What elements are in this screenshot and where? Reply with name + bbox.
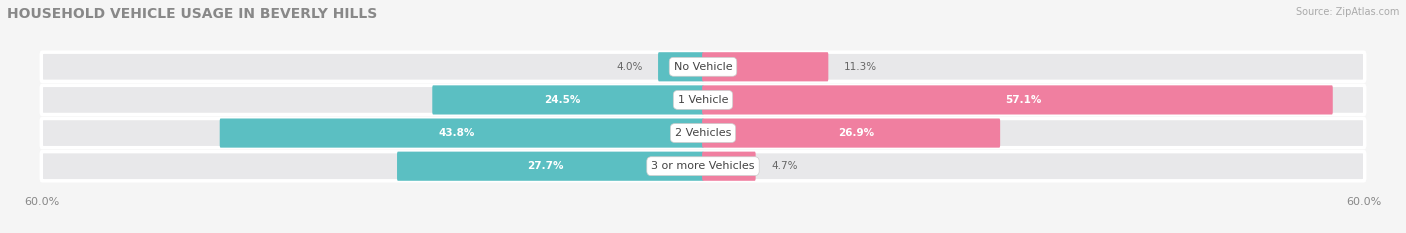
- Text: 11.3%: 11.3%: [844, 62, 877, 72]
- FancyBboxPatch shape: [702, 52, 828, 81]
- Text: 24.5%: 24.5%: [544, 95, 581, 105]
- Text: 27.7%: 27.7%: [527, 161, 564, 171]
- Text: 4.7%: 4.7%: [772, 161, 797, 171]
- Text: No Vehicle: No Vehicle: [673, 62, 733, 72]
- FancyBboxPatch shape: [41, 85, 1365, 114]
- FancyBboxPatch shape: [41, 152, 1365, 181]
- Text: 43.8%: 43.8%: [439, 128, 474, 138]
- Text: 2 Vehicles: 2 Vehicles: [675, 128, 731, 138]
- FancyBboxPatch shape: [396, 152, 704, 181]
- FancyBboxPatch shape: [41, 52, 1365, 81]
- Text: HOUSEHOLD VEHICLE USAGE IN BEVERLY HILLS: HOUSEHOLD VEHICLE USAGE IN BEVERLY HILLS: [7, 7, 377, 21]
- FancyBboxPatch shape: [432, 85, 704, 114]
- Text: 57.1%: 57.1%: [1005, 95, 1040, 105]
- Text: 1 Vehicle: 1 Vehicle: [678, 95, 728, 105]
- Text: 26.9%: 26.9%: [838, 128, 875, 138]
- Text: 4.0%: 4.0%: [616, 62, 643, 72]
- Text: 3 or more Vehicles: 3 or more Vehicles: [651, 161, 755, 171]
- FancyBboxPatch shape: [702, 152, 755, 181]
- FancyBboxPatch shape: [41, 119, 1365, 148]
- Text: Source: ZipAtlas.com: Source: ZipAtlas.com: [1295, 7, 1399, 17]
- FancyBboxPatch shape: [219, 119, 704, 148]
- FancyBboxPatch shape: [658, 52, 704, 81]
- FancyBboxPatch shape: [702, 85, 1333, 114]
- FancyBboxPatch shape: [702, 119, 1000, 148]
